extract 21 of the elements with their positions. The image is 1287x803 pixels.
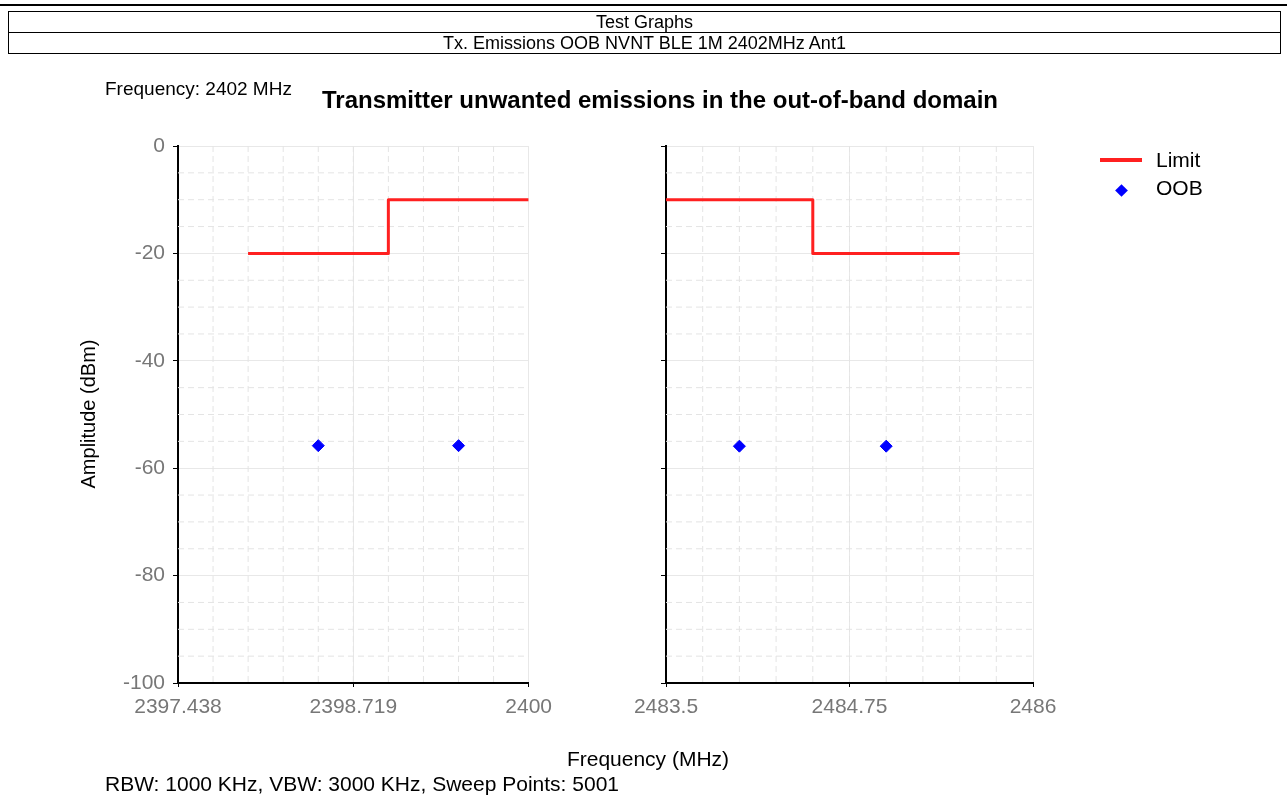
x-tick-label: 2484.75 (811, 694, 888, 718)
x-axis-title: Frequency (MHz) (566, 747, 730, 771)
y-tick-label: 0 (153, 132, 165, 156)
legend-label: Limit (1156, 148, 1201, 172)
text: Test Graphs (8, 11, 1281, 33)
text: Transmitter unwanted emissions in the out-of-band domain (321, 86, 999, 114)
y-tick-label: -40 (134, 347, 165, 371)
x-tick-label: 2400 (505, 694, 552, 718)
y-tick-label: -100 (122, 669, 165, 693)
legend-label: OOB (1156, 176, 1203, 200)
y-axis-title: Amplitude (dBm) (76, 339, 100, 489)
text: RBW: 1000 KHz, VBW: 3000 KHz, Sweep Points: 5001 (105, 772, 619, 796)
x-tick-label: 2486 (1009, 694, 1057, 718)
y-tick-label: -60 (134, 455, 165, 478)
x-tick-label: 2483.5 (633, 694, 699, 718)
x-tick-label: 2397.438 (134, 694, 222, 718)
x-tick-label: 2398.719 (309, 694, 398, 718)
y-tick-label: -20 (134, 240, 165, 264)
text: Frequency: 2402 MHz (105, 78, 292, 100)
text: Tx. Emissions OOB NVNT BLE 1M 2402MHz Ant1 (8, 32, 1281, 54)
y-tick-label: -80 (134, 562, 165, 586)
